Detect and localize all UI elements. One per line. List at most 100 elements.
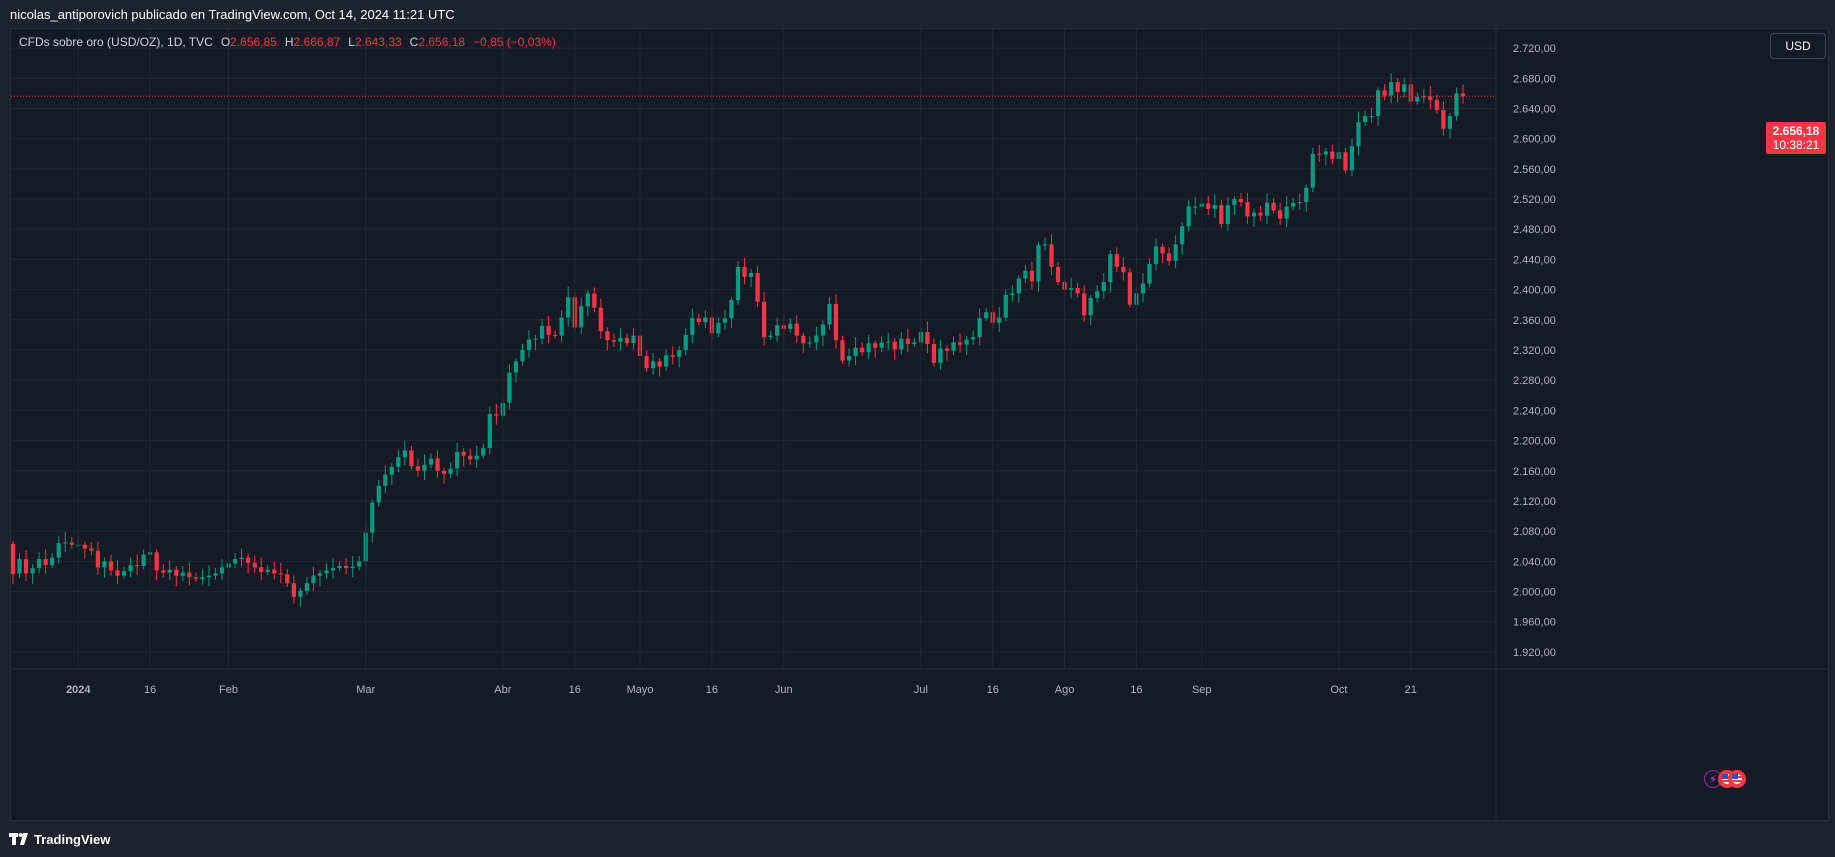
candle-body (494, 414, 499, 416)
candle-body (252, 562, 257, 568)
y-tick-label: 2.200,00 (1513, 436, 1556, 448)
candle-body (892, 341, 897, 350)
currency-button[interactable]: USD (1770, 33, 1826, 59)
x-tick-label: Jul (914, 684, 928, 696)
candle-body (931, 343, 937, 363)
candle-body (768, 335, 773, 338)
symbol-legend[interactable]: CFDs sobre oro (USD/OZ), 1D, TVC O2.656,… (19, 35, 556, 49)
y-tick-label: 2.080,00 (1513, 526, 1556, 538)
candle-body (670, 355, 675, 357)
candle-body (1075, 288, 1080, 294)
candle-body (1127, 272, 1133, 305)
candle-body (63, 542, 68, 544)
candle-body (703, 317, 708, 323)
open-label: O (220, 35, 231, 49)
high-label: H (284, 35, 294, 49)
candle-body (370, 502, 375, 533)
candle-body (187, 572, 192, 578)
x-tick-label: 16 (987, 684, 999, 696)
candle-body (1147, 263, 1152, 284)
candle-body (121, 571, 127, 576)
publish-note: nicolas_antiporovich publicado en Tradin… (10, 6, 455, 22)
candle-body (350, 566, 355, 569)
brand[interactable]: TradingView (9, 832, 110, 847)
candle-body (317, 573, 323, 576)
candle-body (1160, 246, 1165, 254)
candle-body (1068, 288, 1074, 290)
candle-body (115, 570, 120, 576)
candle-body (180, 572, 185, 576)
candle-body (291, 583, 296, 597)
candle-body (951, 342, 956, 351)
candle-body (1121, 266, 1126, 273)
candle-body (23, 559, 29, 574)
open-value: 2.656,85 (230, 35, 277, 49)
candle-body (794, 323, 799, 336)
candle-body (683, 334, 688, 350)
candle-body (1291, 202, 1296, 207)
candle-body (89, 548, 94, 551)
candle-body (944, 348, 950, 351)
candle-body (533, 338, 538, 340)
candle-body (579, 306, 584, 328)
x-tick-label: 16 (706, 684, 718, 696)
candle-body (298, 590, 303, 597)
candle-body (95, 550, 101, 568)
candle-body (389, 466, 394, 475)
chart-pane[interactable]: 1.920,00 1.960,00 2.000,00 2.040,00 2.080,00… (10, 28, 1829, 821)
symbol-name[interactable]: CFDs sobre oro (USD/OZ), 1D, TVC (19, 35, 213, 49)
candle-body (859, 347, 865, 353)
candle-body (1219, 205, 1224, 224)
candle-body (827, 303, 832, 325)
candle-body (1284, 206, 1289, 219)
candle-body (481, 448, 486, 456)
candle-body (11, 543, 16, 575)
candle-body (219, 567, 225, 574)
candle-body (343, 565, 349, 569)
candle-body (1010, 293, 1015, 295)
candle-body (1042, 244, 1048, 246)
candle-body (428, 458, 434, 465)
y-tick-label: 2.440,00 (1513, 254, 1556, 266)
x-tick-label: 16 (569, 684, 581, 696)
candle-body (102, 561, 107, 568)
candle-body (1212, 205, 1217, 209)
candle-body (259, 567, 264, 572)
candle-body (1003, 294, 1008, 318)
candle-body (1232, 199, 1237, 206)
candle-body (1323, 151, 1328, 155)
candle-body (513, 361, 519, 373)
candle-body (1029, 270, 1035, 282)
candle-body (37, 559, 42, 569)
candle-body (330, 568, 336, 571)
events-group[interactable]: ⚡ (1704, 770, 1746, 788)
candle-body (997, 317, 1002, 323)
candle-body (664, 355, 669, 367)
candle-body (657, 361, 662, 367)
candle-body (1173, 244, 1178, 261)
candle-body (650, 361, 656, 369)
candle-body (912, 342, 917, 344)
candle-body (1402, 84, 1407, 92)
candle-body (1166, 253, 1172, 261)
candle-body (383, 474, 388, 486)
candle-body (1441, 109, 1446, 129)
candle-body (1036, 245, 1041, 282)
candlestick-chart[interactable]: 1.920,00 1.960,00 2.000,00 2.040,00 2.080,00… (11, 29, 1828, 820)
brand-name: TradingView (34, 831, 111, 847)
candle-body (232, 559, 238, 564)
candle-body (128, 565, 133, 572)
y-tick-label: 2.520,00 (1513, 194, 1556, 206)
y-tick-label: 2.560,00 (1513, 164, 1556, 176)
candle-body (50, 557, 55, 566)
candle-body (1049, 244, 1054, 267)
y-tick-label: 2.040,00 (1513, 556, 1556, 568)
y-tick-label: 2.000,00 (1513, 587, 1556, 599)
y-tick-label: 2.720,00 (1513, 43, 1556, 55)
us-flag-icon[interactable] (1728, 770, 1746, 788)
candle-body (866, 343, 871, 353)
candle-body (539, 325, 545, 339)
candle-body (69, 542, 74, 545)
candle-body (886, 341, 891, 343)
candle-body (696, 318, 701, 323)
